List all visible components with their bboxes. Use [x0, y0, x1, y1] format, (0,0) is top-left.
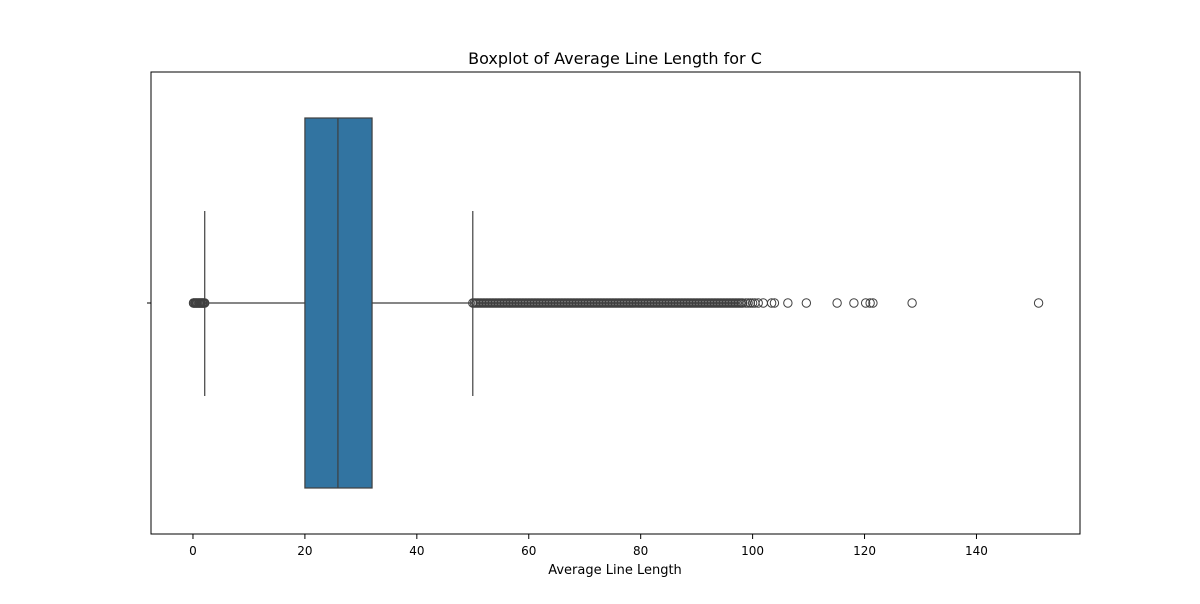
outlier-point	[1033, 298, 1044, 308]
x-tick-label: 100	[741, 544, 764, 558]
outlier-point	[743, 298, 753, 308]
outlier-point	[907, 298, 917, 308]
outlier-point	[860, 298, 871, 308]
outlier-point	[769, 298, 780, 308]
outlier-point	[849, 298, 859, 308]
outlier-point	[753, 298, 763, 308]
outlier-point	[783, 298, 793, 308]
x-tick-label: 120	[853, 544, 876, 558]
x-tick-label: 80	[633, 544, 648, 558]
outlier-point	[801, 298, 812, 308]
outlier-point	[766, 298, 777, 308]
outlier-point	[865, 298, 875, 308]
x-tick-label: 140	[965, 544, 988, 558]
outlier-dense-band-high	[468, 298, 748, 308]
x-tick-label: 40	[409, 544, 424, 558]
outlier-point	[832, 298, 842, 308]
outlier-point	[747, 298, 758, 308]
x-tick-label: 20	[297, 544, 312, 558]
x-tick-label: 60	[521, 544, 536, 558]
x-axis: 0 20 40 60 80 100 120 140	[147, 302, 988, 558]
x-tick-label: 0	[189, 544, 197, 558]
chart-title: Boxplot of Average Line Length for C	[468, 49, 762, 68]
outlier-point	[758, 298, 768, 308]
outlier-point	[745, 298, 756, 308]
outlier-point	[868, 298, 878, 308]
outlier-point	[200, 298, 210, 308]
marks-layer	[188, 117, 1044, 489]
outlier-point	[741, 298, 751, 308]
outlier-point	[738, 298, 748, 308]
x-axis-label: Average Line Length	[548, 563, 682, 578]
